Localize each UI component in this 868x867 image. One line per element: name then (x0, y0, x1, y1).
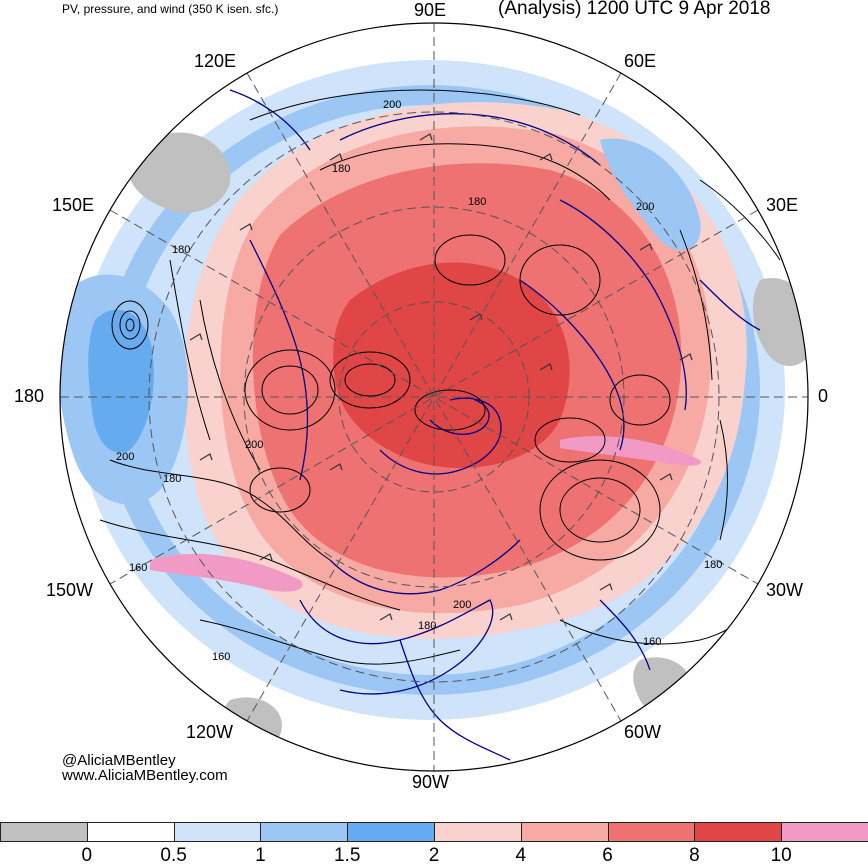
contour-label: 180 (172, 244, 191, 256)
right-title: (Analysis) 1200 UTC 9 Apr 2018 (498, 0, 771, 19)
colorbar-tick-label: 0 (81, 845, 93, 866)
contour-label: 180 (468, 196, 487, 208)
pressure-contours (99, 89, 791, 665)
colorbar-tick-label: 1.5 (333, 845, 361, 866)
coastlines (229, 89, 761, 761)
lon-label-60e: 60E (624, 51, 657, 71)
lon-label-120e: 120E (194, 51, 237, 71)
contour-label: 180 (418, 620, 437, 632)
colorbar-bin (694, 822, 783, 842)
colorbar-bin (0, 822, 88, 842)
colorbar (0, 822, 868, 842)
lon-label-0: 0 (818, 386, 829, 406)
lon-label-30w: 30W (766, 580, 804, 600)
polar-map (59, 22, 809, 772)
graticule (60, 23, 808, 771)
contour-label: 160 (129, 562, 148, 574)
map-boundary (59, 22, 809, 772)
credit-handle: @AliciaMBentley (62, 752, 176, 769)
colorbar-bin (347, 822, 435, 842)
colorbar-tick-label: 8 (689, 845, 700, 866)
colorbar-bin (86, 822, 175, 842)
lon-label-180: 180 (14, 386, 45, 406)
colorbar-tick-label: 1 (255, 845, 266, 866)
contour-label: 200 (453, 599, 472, 611)
lon-label-60w: 60W (624, 722, 662, 742)
contour-label: 180 (163, 473, 182, 485)
colorbar-tick-label: 4 (515, 845, 527, 866)
lon-label-90w: 90W (412, 772, 450, 792)
wind-barbs (189, 133, 693, 621)
colorbar-bin (173, 822, 262, 842)
colorbar-bin (781, 822, 868, 842)
lon-label-90e: 90E (414, 0, 447, 20)
credit-website: www.AliciaMBentley.com (62, 767, 228, 784)
contour-label: 180 (704, 559, 723, 571)
contour-label: 200 (383, 99, 402, 111)
contour-label: 200 (636, 201, 655, 213)
colorbar-tick-label: 0.5 (160, 845, 187, 866)
left-title: PV, pressure, and wind (350 K isen. sfc.… (62, 2, 279, 16)
contour-label: 160 (212, 651, 231, 663)
lon-label-30e: 30E (766, 195, 799, 215)
colorbar-bin (260, 822, 349, 842)
colorbar-tick-label: 6 (602, 845, 613, 866)
lon-label-150e: 150E (52, 195, 95, 215)
colorbar-tick-label: 10 (770, 845, 792, 866)
contour-label: 200 (116, 451, 135, 463)
colorbar-bin (434, 822, 522, 842)
colorbar-bin (607, 822, 696, 842)
lon-label-150w: 150W (46, 580, 94, 600)
contour-label: 180 (332, 163, 351, 175)
contour-label: 160 (643, 636, 662, 648)
colorbar-tick-label: 2 (428, 845, 440, 866)
lon-label-120w: 120W (186, 722, 234, 742)
map-fields (60, 23, 808, 771)
colorbar-bin (520, 822, 609, 842)
contour-label: 200 (245, 439, 264, 451)
